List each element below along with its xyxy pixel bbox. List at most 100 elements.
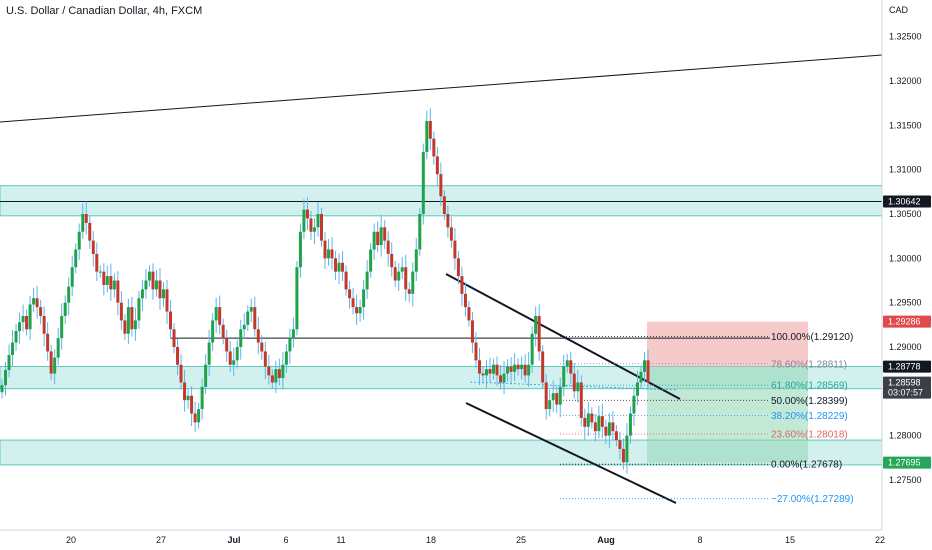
candle-body [39,307,43,316]
candle [383,220,387,249]
candle-body [474,342,478,361]
candle [235,339,239,369]
candle-body [411,271,415,294]
candle [509,357,513,385]
candle-body [84,214,88,223]
candle [611,410,615,441]
candle [35,285,39,319]
fibonacci-retracement[interactable]: 100.00%(1.29120) 78.60%(1.28811) 61.80%(1.… [560,332,854,505]
candle-body [158,280,162,299]
candle-body [520,364,524,370]
candle-body [386,240,390,254]
candle-body [330,249,334,259]
candle [562,354,566,397]
candle-body [218,307,222,325]
candle [583,408,587,440]
candle-body [414,249,418,272]
candle [225,329,229,362]
candle-body [42,315,46,334]
candle-body [105,276,109,285]
candle-body [154,280,158,290]
candle-body [477,360,481,374]
candle-body [369,249,373,272]
candle-body [112,280,116,290]
candle-body [618,440,622,449]
candle [604,419,608,444]
candle-body [179,364,183,383]
price-badge-label: 1.30642 [888,196,921,206]
candle-body [116,280,120,303]
candle [646,349,650,390]
candle-body [362,289,366,308]
candle [295,261,299,336]
candle [551,380,555,412]
candle-body [147,271,151,281]
candle [572,363,576,399]
candle-body [460,276,464,294]
candle-body [611,422,615,432]
candle [63,295,67,325]
candle [495,356,499,386]
time-axis[interactable]: 20 27 Jul 6 11 18 25 Aug 8 15 22 [0,529,932,550]
candle-body [635,382,639,396]
candle-body [593,422,597,432]
candle [400,256,404,279]
candle-body [365,271,369,290]
candle-body [186,395,190,401]
fib-level-label-2: 61.80%(1.28569) [771,381,848,392]
x-tick-label: 11 [336,535,345,545]
candle [586,401,590,437]
price-badge-bg [883,376,931,399]
candle-body [341,262,345,272]
candle-body [56,338,60,358]
candle [372,223,376,260]
candle-body [18,322,22,332]
candle [270,369,274,389]
candle-body [407,289,411,294]
candle [246,305,250,332]
candle-body [70,267,74,287]
price-badge-bg [883,315,931,328]
candle-body [463,293,467,308]
candle-body [270,375,274,383]
candle [442,190,446,221]
x-tick-label: 6 [283,535,288,545]
candle [625,423,629,474]
candle [183,369,187,412]
candle [119,291,123,330]
candle-body [91,240,95,254]
price-badge-bg [883,456,931,469]
candle-body [642,360,646,372]
candle [642,351,646,383]
fib-level-label-5: 23.60%(1.28018) [771,430,848,441]
candle [351,287,355,315]
candle [470,312,474,354]
candle-body [211,320,215,343]
candle-body [28,304,32,330]
candle-body [544,382,548,410]
candle-body [558,386,562,405]
trade-box[interactable] [647,321,808,463]
candle [407,282,411,303]
candle-body [305,209,309,219]
x-tick-label: 22 [875,535,885,545]
candle-body [334,258,338,272]
long-trendline [0,54,883,123]
candle [425,110,429,160]
candle-body [256,329,260,343]
candle-body [555,393,559,405]
fib-level-label-3: 50.00%(1.28399) [771,396,848,407]
candle-body [600,416,604,427]
channel-lower-line [465,402,677,504]
candle-body [551,393,555,401]
candle-body [77,231,81,250]
fib-level-label-6: 0.00%(1.27678) [771,460,842,471]
candle-body [530,333,534,365]
candle-body [579,382,583,418]
candle-body [576,382,580,392]
candle [49,345,53,380]
y-tick-label: 1.30000 [889,253,922,263]
candle-body [25,315,29,330]
candles-layer[interactable] [0,108,650,474]
